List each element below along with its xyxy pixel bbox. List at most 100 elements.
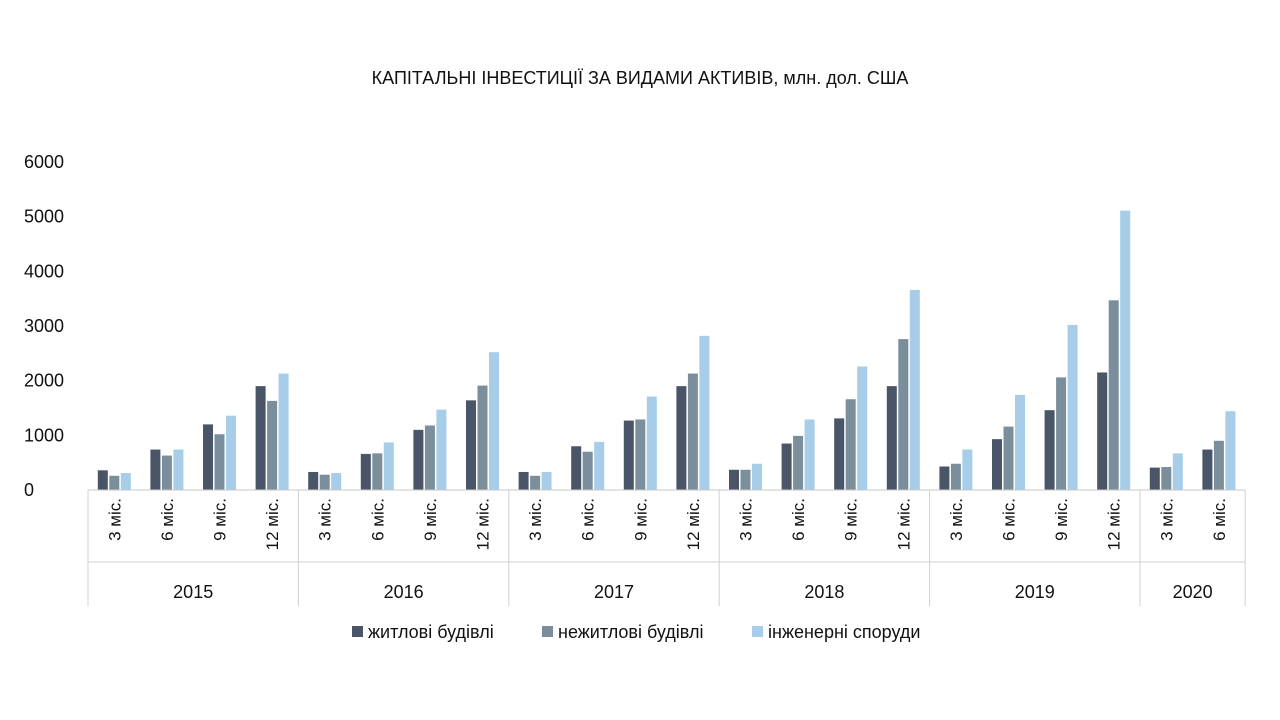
bar <box>120 473 131 490</box>
bar <box>383 442 394 490</box>
x-tick-label: 9 міс. <box>1052 498 1071 541</box>
bar <box>1225 411 1236 490</box>
bar <box>173 449 184 490</box>
x-tick-label: 3 міс. <box>947 498 966 541</box>
bar <box>623 420 634 490</box>
bar <box>278 373 289 490</box>
legend-swatch <box>752 626 763 637</box>
bar <box>950 463 961 490</box>
plot-area <box>97 210 1236 491</box>
bar <box>582 451 593 490</box>
bar <box>729 469 739 490</box>
bar <box>1161 467 1172 490</box>
bar <box>1044 410 1055 490</box>
bar <box>1097 372 1108 490</box>
bar <box>1067 324 1078 490</box>
bar <box>489 352 499 490</box>
y-tick-label: 5000 <box>24 207 64 227</box>
x-tick-label: 6 міс. <box>1210 498 1229 541</box>
bar <box>909 289 920 490</box>
bar <box>571 446 582 490</box>
bar <box>1120 210 1131 491</box>
bar <box>793 435 804 490</box>
x-tick-label: 6 міс. <box>368 498 387 541</box>
bar <box>477 385 488 490</box>
bar <box>308 471 319 490</box>
x-tick-label: 9 міс. <box>631 498 650 541</box>
bar <box>1003 426 1014 490</box>
x-tick-label: 12 міс. <box>684 498 703 550</box>
bar <box>541 471 552 490</box>
bar <box>676 386 687 490</box>
bar <box>150 449 161 490</box>
bar <box>436 409 447 490</box>
x-tick-label: 3 міс. <box>105 498 124 541</box>
x-tick-label: 3 міс. <box>1157 498 1176 541</box>
bar <box>939 466 950 490</box>
year-label: 2019 <box>1015 582 1055 602</box>
legend-label: інженерні споруди <box>768 622 920 642</box>
legend: житлові будівлі нежитлові будівлі інженерн… <box>352 622 920 642</box>
y-tick-label: 4000 <box>24 261 64 281</box>
x-tick-label: 6 міс. <box>158 498 177 541</box>
bar <box>898 339 909 490</box>
legend-label: нежитлові будівлі <box>558 622 703 642</box>
y-tick-label: 6000 <box>24 152 64 172</box>
bar <box>267 400 278 490</box>
bar <box>594 441 605 490</box>
bar <box>1149 467 1160 490</box>
bar <box>1172 453 1183 490</box>
bar <box>1108 300 1119 490</box>
legend-item: житлові будівлі <box>352 622 494 642</box>
bar <box>518 471 529 490</box>
x-tick-label: 9 міс. <box>211 498 230 541</box>
x-tick-label: 6 міс. <box>1000 498 1019 541</box>
y-tick-label: 1000 <box>24 425 64 445</box>
bar <box>992 439 1002 490</box>
bar <box>530 475 541 490</box>
bar <box>319 474 330 490</box>
bar <box>255 386 266 490</box>
bar <box>699 335 710 490</box>
bar <box>804 419 815 490</box>
x-tick-label: 12 міс. <box>263 498 282 550</box>
bar <box>466 400 476 490</box>
year-label: 2020 <box>1173 582 1213 602</box>
bar <box>203 424 213 490</box>
bar <box>424 425 435 490</box>
bar <box>372 453 383 490</box>
bar <box>857 366 868 490</box>
bar <box>834 418 845 490</box>
bar <box>886 386 897 490</box>
legend-swatch <box>542 626 553 637</box>
bar <box>161 455 172 490</box>
legend-item: інженерні споруди <box>752 622 920 642</box>
bar <box>646 396 657 490</box>
y-tick-label: 2000 <box>24 371 64 391</box>
x-tick-label: 6 міс. <box>789 498 808 541</box>
x-tick-label: 9 міс. <box>421 498 440 541</box>
bar <box>1056 377 1067 490</box>
y-tick-label: 3000 <box>24 316 64 336</box>
bar <box>740 469 751 490</box>
bar <box>687 373 698 490</box>
x-tick-label: 12 міс. <box>1105 498 1124 550</box>
year-label: 2018 <box>804 582 844 602</box>
bar <box>226 415 236 490</box>
legend-swatch <box>352 626 363 637</box>
bar <box>1015 394 1025 490</box>
y-axis: 0 1000 2000 3000 4000 5000 6000 <box>24 152 64 500</box>
x-tick-label: 12 міс. <box>474 498 493 550</box>
bar <box>413 429 424 490</box>
year-label: 2016 <box>384 582 424 602</box>
x-tick-label: 3 міс. <box>316 498 335 541</box>
bar <box>360 453 371 490</box>
bar <box>1202 449 1213 490</box>
legend-label: житлові будівлі <box>368 622 494 642</box>
year-label: 2015 <box>173 582 213 602</box>
bar <box>635 419 646 490</box>
bar <box>97 470 108 490</box>
bar <box>214 434 225 490</box>
x-tick-label: 6 міс. <box>579 498 598 541</box>
